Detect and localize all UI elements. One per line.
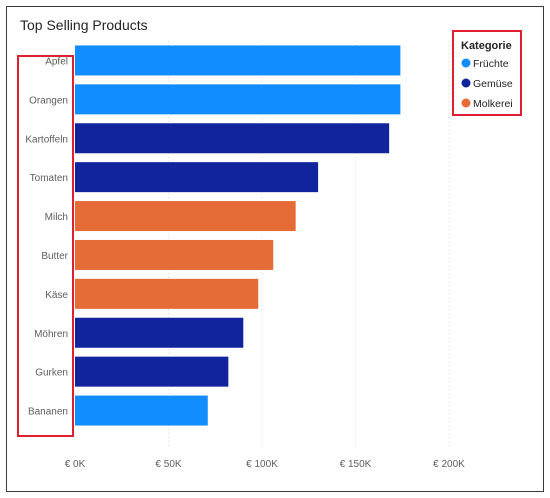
legend-marker	[461, 98, 471, 108]
category-label: Möhren	[34, 329, 68, 340]
chart-title: Top Selling Products	[20, 17, 148, 33]
bar[interactable]	[75, 123, 390, 154]
bar[interactable]	[75, 356, 229, 387]
category-label: Butter	[41, 251, 68, 262]
legend-marker	[461, 58, 471, 68]
legend-entry[interactable]: Gemüse	[473, 78, 513, 90]
bar[interactable]	[75, 278, 259, 309]
x-tick-label: € 50K	[155, 459, 181, 470]
bar[interactable]	[75, 45, 401, 76]
category-label: Orangen	[29, 95, 68, 106]
x-tick-label: € 0K	[65, 459, 86, 470]
category-axis-highlight-box	[17, 55, 74, 437]
x-tick-label: € 100K	[246, 459, 278, 470]
legend-entry[interactable]: Molkerei	[473, 98, 513, 110]
bar[interactable]	[75, 395, 208, 426]
category-label: Käse	[45, 290, 68, 301]
bar[interactable]	[75, 162, 319, 193]
category-label: Bananen	[28, 407, 68, 418]
bar[interactable]	[75, 239, 274, 270]
category-label: Kartoffeln	[25, 134, 68, 145]
category-label: Gurken	[35, 368, 68, 379]
bar[interactable]	[75, 317, 244, 348]
category-label: Milch	[45, 212, 68, 223]
legend-marker	[461, 78, 471, 88]
category-label: Äpfel	[45, 55, 68, 67]
x-tick-label: € 200K	[433, 459, 465, 470]
category-label: Tomaten	[30, 173, 68, 184]
x-tick-label: € 150K	[340, 459, 372, 470]
legend-highlight-box	[452, 30, 522, 116]
legend-title: Kategorie	[461, 40, 512, 52]
legend-entry[interactable]: Früchte	[473, 58, 509, 70]
bar[interactable]	[75, 201, 296, 232]
bar[interactable]	[75, 84, 401, 115]
